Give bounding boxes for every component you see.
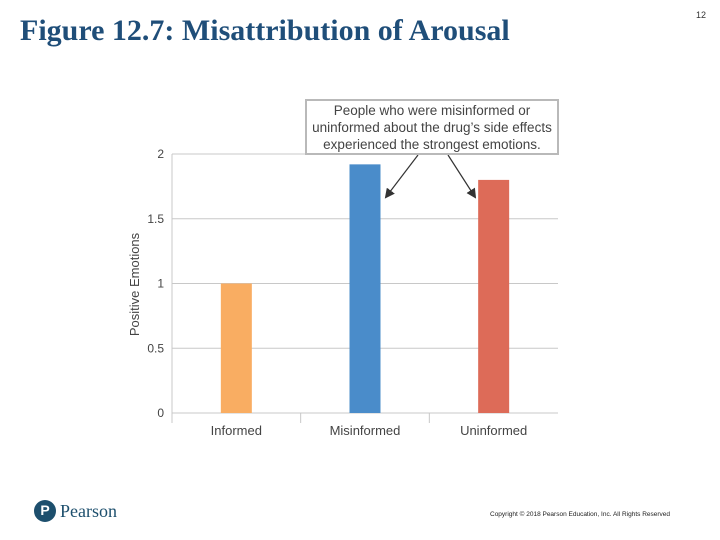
- bar-uninformed: [478, 179, 510, 413]
- y-tick-label: 1.5: [147, 212, 164, 226]
- callout-arrow-uninformed: [447, 154, 477, 199]
- y-axis-label: Positive Emotions: [127, 232, 142, 336]
- bar-misinformed: [349, 164, 381, 413]
- copyright-notice: Copyright © 2018 Pearson Education, Inc.…: [490, 511, 671, 518]
- callout-arrow-misinformed: [384, 154, 419, 199]
- callout-text: People who were misinformed or uninforme…: [312, 102, 552, 152]
- y-tick-label: 2: [157, 147, 164, 161]
- pearson-logo-text: Pearson: [60, 500, 117, 521]
- slide-title: Figure 12.7: Misattribution of Arousal: [20, 14, 510, 47]
- y-tick-label: 0: [157, 406, 164, 420]
- y-tick-label: 0.5: [147, 341, 164, 355]
- x-category-label: Uninformed: [460, 423, 527, 438]
- pearson-logo: Pearson: [34, 500, 117, 522]
- bar-informed: [220, 283, 252, 413]
- chart-callout: People who were misinformed or uninforme…: [305, 99, 559, 155]
- y-tick-label: 1: [157, 277, 164, 291]
- x-category-label: Misinformed: [330, 423, 401, 438]
- x-category-label: Informed: [211, 423, 262, 438]
- slide-number: 12: [695, 10, 706, 20]
- pearson-logo-icon: [34, 500, 56, 522]
